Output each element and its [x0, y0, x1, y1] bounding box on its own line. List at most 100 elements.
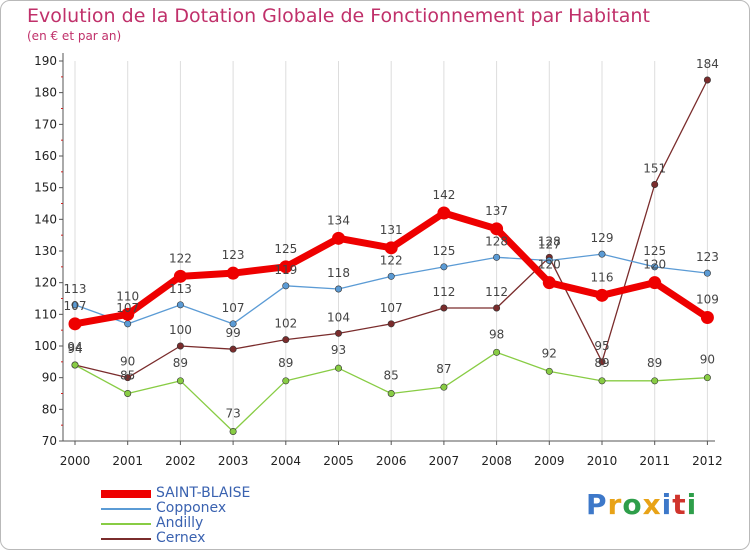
data-label: 107	[116, 301, 139, 315]
x-tick-label: 2004	[271, 454, 302, 468]
data-point	[545, 256, 553, 264]
data-point	[493, 253, 501, 261]
x-tick-label: 2006	[376, 454, 407, 468]
y-tick-label: 110	[34, 307, 57, 321]
data-label: 125	[274, 242, 297, 256]
data-label: 123	[696, 250, 719, 264]
data-label: 113	[169, 282, 192, 296]
data-label: 93	[331, 343, 346, 357]
data-point	[440, 304, 448, 312]
y-tick-label: 150	[34, 181, 57, 195]
x-tick-label: 2005	[323, 454, 354, 468]
data-point	[124, 389, 132, 397]
x-tick-label: 2000	[60, 454, 91, 468]
x-tick-label: 2009	[534, 454, 565, 468]
legend-swatch	[101, 537, 151, 540]
x-tick-label: 2011	[639, 454, 670, 468]
y-tick-label: 170	[34, 117, 57, 131]
data-label: 90	[700, 353, 715, 367]
data-point	[651, 263, 659, 271]
y-tick-label: 80	[42, 402, 57, 416]
data-label: 109	[696, 293, 719, 307]
data-label: 129	[591, 231, 614, 245]
legend-label: Andilly	[156, 515, 204, 531]
data-label: 128	[485, 234, 508, 248]
y-tick-label: 70	[42, 434, 57, 448]
x-tick-label: 2003	[218, 454, 249, 468]
data-label: 134	[327, 213, 350, 227]
x-tick-label: 2002	[165, 454, 196, 468]
data-label: 112	[485, 285, 508, 299]
data-label: 92	[542, 346, 557, 360]
data-point	[387, 320, 395, 328]
y-tick-label: 100	[34, 339, 57, 353]
data-label: 89	[173, 356, 188, 370]
data-point	[229, 345, 237, 353]
data-label: 112	[432, 285, 455, 299]
data-point	[493, 348, 501, 356]
legend-swatch	[101, 489, 151, 498]
data-label: 116	[591, 270, 614, 284]
proxiti-logo: Proxiti	[586, 488, 697, 521]
legend-item-cernex: Cernex	[101, 530, 421, 546]
data-point	[334, 329, 342, 337]
data-label: 119	[274, 263, 297, 277]
chart-subtitle: (en € et par an)	[27, 29, 122, 43]
y-tick-label: 90	[42, 371, 57, 385]
data-label: 122	[380, 253, 403, 267]
y-tick-label: 140	[34, 212, 57, 226]
data-label: 184	[696, 57, 719, 71]
y-tick-label: 180	[34, 86, 57, 100]
data-point	[384, 241, 398, 255]
data-point	[68, 317, 82, 331]
data-label: 125	[643, 244, 666, 258]
data-point	[124, 374, 132, 382]
data-point	[282, 282, 290, 290]
data-label: 94	[67, 340, 82, 354]
data-point	[229, 320, 237, 328]
data-point	[334, 285, 342, 293]
data-label: 137	[485, 204, 508, 218]
data-label: 122	[169, 251, 192, 265]
data-label: 89	[647, 356, 662, 370]
data-point	[282, 336, 290, 344]
data-point	[332, 231, 345, 245]
data-label: 128	[538, 234, 561, 248]
data-label: 142	[432, 188, 455, 202]
data-label: 131	[380, 223, 403, 237]
logo-letter: o	[622, 488, 643, 521]
data-label: 120	[643, 258, 666, 272]
data-label: 110	[116, 289, 139, 303]
data-point	[700, 311, 714, 324]
data-point	[598, 250, 606, 258]
data-point	[71, 301, 79, 309]
y-tick-label: 130	[34, 244, 57, 258]
data-point	[440, 383, 448, 391]
x-tick-label: 2001	[112, 454, 143, 468]
data-point	[334, 364, 342, 372]
data-label: 85	[384, 369, 399, 383]
data-label: 89	[278, 356, 293, 370]
logo-letter: t	[672, 488, 687, 521]
data-label: 113	[64, 282, 87, 296]
data-label: 120	[538, 258, 561, 272]
legend-item-saint-blaise: SAINT-BLAISE	[101, 485, 421, 501]
data-point	[651, 181, 659, 189]
data-label: 107	[64, 299, 87, 313]
logo-letter: P	[586, 488, 608, 521]
data-point	[703, 269, 711, 277]
data-label: 104	[327, 310, 350, 324]
data-label: 89	[594, 356, 609, 370]
data-label: 151	[643, 162, 666, 176]
data-point	[493, 304, 501, 312]
legend-item-andilly: Andilly	[101, 515, 421, 531]
data-point	[279, 260, 293, 274]
legend-label: Cernex	[156, 530, 206, 546]
data-point	[387, 272, 395, 280]
y-tick-label: 190	[34, 54, 57, 68]
data-point	[176, 342, 184, 350]
legend-swatch	[101, 507, 151, 510]
